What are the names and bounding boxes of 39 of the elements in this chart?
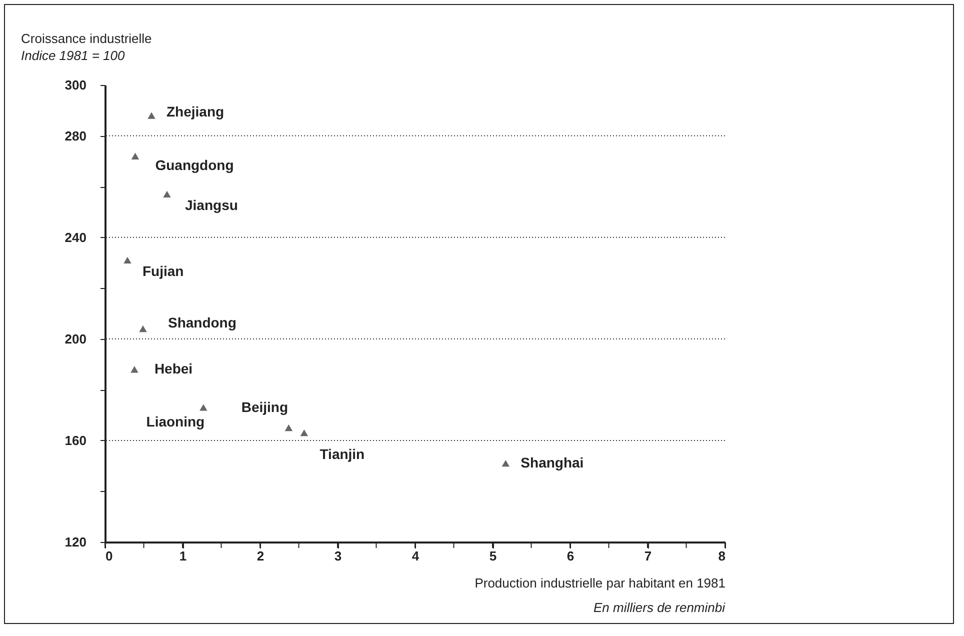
chart-subtitle: Indice 1981 = 100 [21, 48, 126, 63]
series-label: Tianjin [320, 446, 365, 462]
x-axis-title: Production industrielle par habitant en 1981 [474, 576, 726, 590]
y-tick-label: 300 [64, 78, 86, 92]
chart-title: Croissance industrielle [21, 31, 152, 46]
point [163, 190, 171, 198]
x-tick-label: 1 [179, 548, 187, 564]
series-label: Beijing [241, 398, 288, 415]
x-tick-label: 6 [566, 548, 574, 564]
point [124, 256, 132, 264]
x-tick-label: 5 [489, 548, 497, 564]
point [502, 460, 510, 467]
y-tick-label: 240 [64, 230, 86, 245]
point [131, 152, 140, 160]
x-tick-label: 4 [412, 548, 420, 564]
point [130, 366, 138, 373]
point [284, 424, 293, 432]
series-label: Hebei [154, 360, 193, 376]
point [148, 112, 156, 119]
x-tick-label: 7 [644, 548, 652, 564]
x-tick-label: 2 [256, 548, 264, 564]
y-tick-label: 280 [64, 128, 86, 144]
y-tick-label: 120 [64, 534, 86, 550]
text: En milliers de renminbi [594, 600, 726, 615]
point [300, 429, 308, 436]
series-label: Shandong [168, 314, 236, 331]
series-label: Zhejiang [166, 103, 224, 120]
y-tick-label: 160 [64, 432, 86, 448]
y-tick-label: 200 [64, 331, 86, 346]
x-tick-label: 0 [106, 548, 113, 564]
series-label: Shanghai [520, 454, 584, 470]
series-label: Fujian [142, 263, 184, 280]
x-tick-label: 8 [718, 548, 726, 564]
series-label: Liaoning [146, 413, 205, 430]
series-label: Jiangsu [185, 197, 238, 214]
x-tick-label: 3 [334, 548, 342, 564]
series-label: Guangdong [155, 157, 234, 174]
point [139, 325, 147, 332]
point [200, 404, 208, 411]
